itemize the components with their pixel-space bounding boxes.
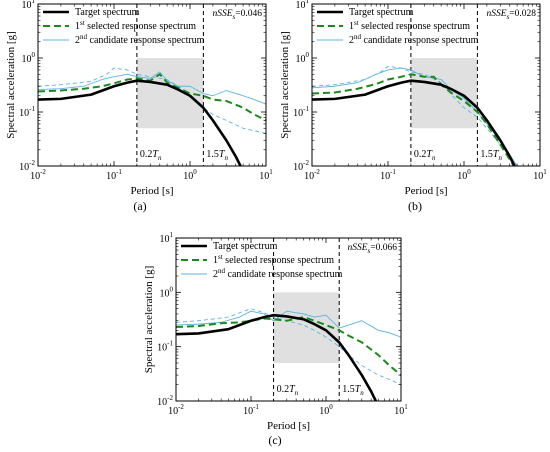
panel-label: (b): [408, 199, 422, 213]
y-tick-label: 10-2: [19, 159, 35, 173]
legend-label-0: Target spectrum: [75, 7, 140, 18]
series-line-2: [38, 71, 266, 105]
x-axis-label: Period [s]: [130, 185, 173, 197]
series-line-1: [176, 316, 401, 376]
y-tick-label: 101: [160, 231, 174, 245]
y-tick-label: 10-1: [19, 105, 35, 119]
series-line-1: [38, 73, 266, 122]
metric-annotation: nSSEs=0.046: [212, 9, 262, 21]
x-tick-label: 100: [319, 403, 333, 417]
series-line-1: [312, 73, 516, 166]
shaded-period-range: [136, 58, 204, 129]
x-tick-label: 10-2: [168, 403, 184, 417]
y-tick-label: 10-1: [293, 105, 309, 119]
plot-frame: [37, 3, 267, 167]
vline-label-lower: 0.2Tn: [414, 149, 436, 162]
plot-frame: [175, 237, 402, 402]
series-line-0: [312, 79, 516, 166]
y-tick-label: 10-2: [157, 394, 173, 408]
x-tick-label: 100: [183, 168, 197, 182]
y-tick-label: 101: [296, 0, 310, 11]
series-line-2: [176, 310, 401, 338]
legend-label-2: 2nd candidate response spectrum: [75, 33, 205, 46]
legend-label-2: 2nd candidate response spectrum: [349, 33, 479, 46]
y-tick-label: 10-2: [293, 159, 309, 173]
series-line-0: [38, 79, 242, 166]
y-axis-label: Spectral acceleration [g]: [279, 31, 291, 139]
y-tick-label: 100: [22, 51, 36, 65]
series-line-3: [176, 308, 401, 386]
legend-label-1: 1st selected response spectrum: [75, 19, 196, 32]
x-axis-label: Period [s]: [404, 185, 447, 197]
legend-label-0: Target spectrum: [349, 7, 414, 18]
x-tick-label: 10-1: [243, 403, 259, 417]
metric-annotation: nSSEs=0.066: [347, 243, 397, 255]
vline-label-upper: 1.5Tn: [342, 384, 364, 397]
y-tick-label: 101: [22, 0, 36, 11]
shaded-period-range: [273, 292, 340, 364]
y-axis-label: Spectral acceleration [g]: [5, 31, 17, 139]
panel-b: 0.2Tn 1.5Tn 10-2 10-1 100 101 10-2 10-1 100 101 Pe…: [279, 0, 547, 213]
y-tick-label: 100: [160, 285, 174, 299]
x-axis-label: Period [s]: [267, 420, 310, 432]
x-tick-label: 101: [533, 168, 547, 182]
x-tick-label: 10-1: [380, 168, 396, 182]
plot-frame: [311, 3, 541, 167]
shaded-period-range: [410, 58, 478, 129]
x-tick-label: 10-2: [304, 168, 320, 182]
vline-label-lower: 0.2Tn: [140, 149, 162, 162]
x-tick-label: 10-2: [30, 168, 46, 182]
legend-label-1: 1st selected response spectrum: [213, 253, 334, 266]
vline-label-upper: 1.5Tn: [206, 149, 228, 162]
vline-label-lower: 0.2Tn: [277, 384, 299, 397]
series-line-0: [176, 313, 378, 401]
y-tick-label: 100: [296, 51, 310, 65]
panel-label: (a): [133, 199, 146, 213]
y-axis-label: Spectral acceleration [g]: [143, 266, 155, 374]
panel-label: (c): [268, 433, 281, 447]
panel-a: 0.2Tn 1.5Tn 10-2 10-1 100 101 10-2 10-1 100 101 Pe…: [5, 0, 273, 213]
metric-annotation: nSSEs=0.028: [486, 9, 536, 21]
legend-label-0: Target spectrum: [213, 241, 278, 252]
vline-label-upper: 1.5Tn: [480, 149, 502, 162]
x-tick-label: 101: [394, 403, 408, 417]
legend-label-2: 2nd candidate response spectrum: [213, 267, 343, 280]
series-line-3: [38, 67, 266, 134]
x-tick-label: 10-1: [106, 168, 122, 182]
panel-c: 0.2Tn 1.5Tn 10-2 10-1 100 101 10-2 10-1 100 101 Pe…: [143, 231, 408, 447]
legend-label-1: 1st selected response spectrum: [349, 19, 470, 32]
x-tick-label: 100: [457, 168, 471, 182]
x-tick-label: 101: [259, 168, 273, 182]
y-tick-label: 10-1: [157, 340, 173, 354]
